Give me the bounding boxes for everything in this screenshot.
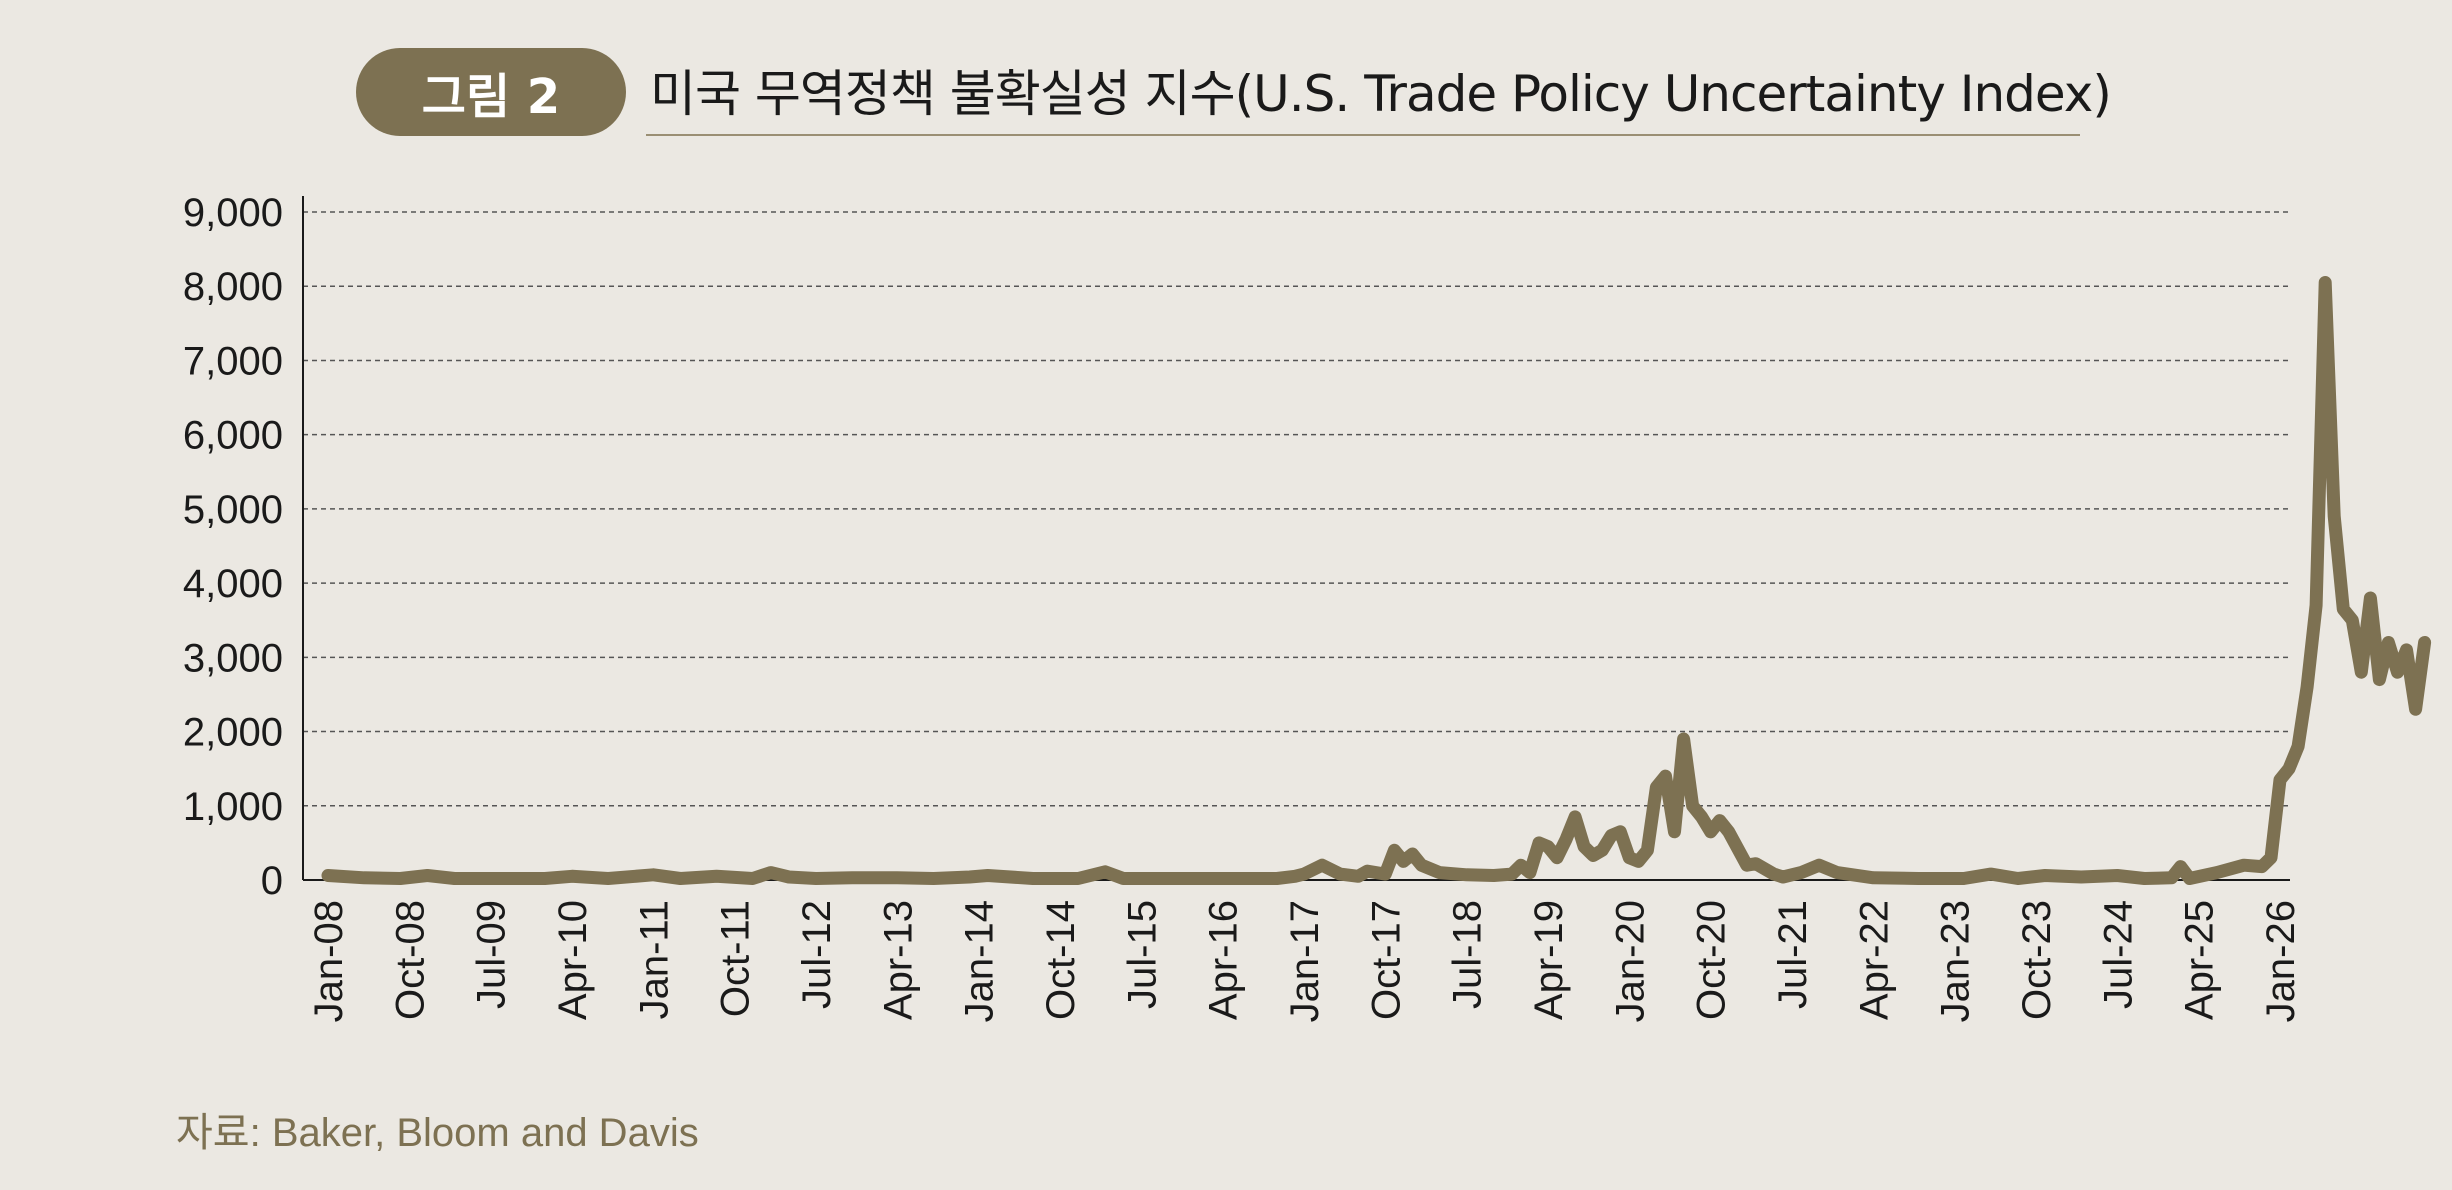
series-layer: [321, 276, 2432, 885]
x-tick-label: Jul-18: [1446, 900, 1490, 1009]
x-tick-labels: Jan-08 Oct-08 Jul-09 Apr-10 Jan-11 Oct-11 Jul-…: [307, 900, 2303, 1022]
x-tick-label: Jul-15: [1120, 900, 1164, 1009]
x-tick-label: Jul-21: [1771, 900, 1815, 1009]
x-tick-label: Jan-20: [1608, 900, 1652, 1022]
x-tick-label: Apr-13: [876, 900, 920, 1020]
y-tick-label: 6,000: [183, 414, 283, 458]
x-tick-label: Apr-25: [2178, 900, 2222, 1020]
x-tick-label: Apr-16: [1202, 900, 1246, 1020]
x-tick-label: Oct-08: [388, 900, 432, 1020]
x-tick-label: Oct-11: [714, 900, 758, 1017]
y-tick-label: 4,000: [183, 562, 283, 606]
x-tick-label: Jul-12: [795, 900, 839, 1009]
x-tick-label: Jan-11: [632, 900, 676, 1019]
y-tick-label: 9,000: [183, 191, 283, 235]
x-tick-label: Jul-24: [2096, 900, 2140, 1009]
y-tick-label: 2,000: [183, 711, 283, 755]
figure-title: 미국 무역정책 불확실성 지수(U.S. Trade Policy Uncert…: [650, 65, 2112, 123]
x-tick-label: Jan-23: [1934, 900, 1978, 1022]
series-line: [321, 276, 2432, 885]
x-tick-label: Apr-10: [551, 900, 595, 1020]
axes: [302, 196, 2290, 881]
y-tick-label: 3,000: [183, 636, 283, 680]
x-tick-label: Oct-14: [1039, 900, 1083, 1020]
y-tick-label: 7,000: [183, 339, 283, 383]
x-tick-label: Jan-17: [1283, 900, 1327, 1022]
figure-header: 그림 2 미국 무역정책 불확실성 지수(U.S. Trade Policy U…: [356, 48, 2112, 138]
x-tick-label: Jan-26: [2259, 900, 2303, 1022]
y-tick-label: 1,000: [183, 785, 283, 829]
title-underline: [646, 134, 2080, 136]
figure-label-badge: 그림 2: [356, 48, 626, 136]
source-note: 자료: Baker, Bloom and Davis: [176, 1111, 699, 1155]
y-tick-label: 5,000: [183, 488, 283, 532]
y-tick-label: 8,000: [183, 265, 283, 309]
gridlines: [303, 211, 2290, 807]
x-tick-label: Apr-22: [1852, 900, 1896, 1020]
y-tick-labels: 0 1,000 2,000 3,000 4,000 5,000 6,000 7,000 8,00…: [183, 191, 283, 903]
x-tick-label: Jan-14: [958, 900, 1002, 1022]
x-tick-label: Jan-08: [307, 900, 351, 1022]
x-tick-label: Oct-17: [1364, 900, 1408, 1020]
x-tick-label: Oct-23: [2015, 900, 2059, 1020]
y-tick-label: 0: [261, 859, 283, 903]
x-tick-label: Apr-19: [1527, 900, 1571, 1020]
x-tick-label: Oct-20: [1690, 900, 1734, 1020]
x-tick-label: Jul-09: [470, 900, 514, 1009]
